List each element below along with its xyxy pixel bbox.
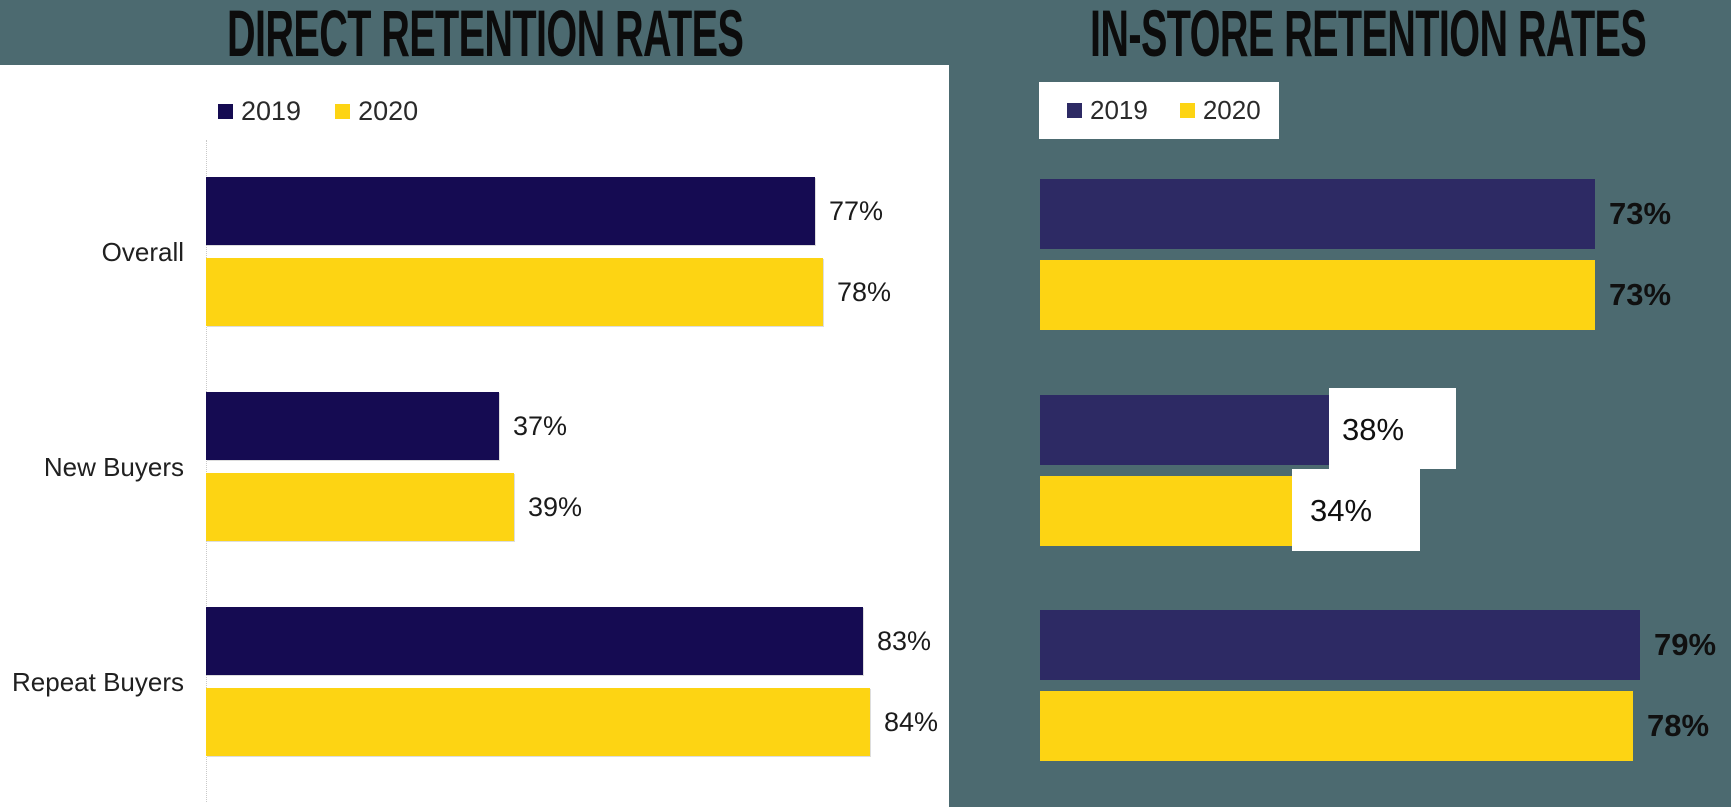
value-label-2020-repeat-buyers: 84% [884, 707, 939, 737]
value-label-2019-row1: 73% [1609, 196, 1672, 231]
bar-2020-row3 [1040, 691, 1633, 761]
label-callout-box-2020-row2 [1292, 469, 1420, 551]
left-chart-title: DIRECT RETENTION RATES [226, 0, 744, 70]
value-label-2020-row1: 73% [1609, 277, 1672, 312]
legend-item-2019: 2019 [218, 96, 301, 127]
value-label-2020-new-buyers: 39% [528, 492, 583, 522]
legend-swatch-2019 [1067, 103, 1082, 118]
legend-item-2019: 2019 [1067, 95, 1148, 126]
value-label-2019-row3: 79% [1654, 627, 1717, 662]
value-label-2020-row3: 78% [1647, 708, 1710, 743]
value-label-2019-new-buyers: 37% [513, 411, 568, 441]
bar-2019-overall [206, 177, 815, 245]
legend-label-2020: 2020 [1202, 95, 1261, 125]
legend-label-2019: 2019 [1090, 95, 1148, 125]
legend-label-2019: 2019 [241, 95, 302, 126]
bar-2019-repeat-buyers [206, 607, 863, 675]
category-label-repeat-buyers: Repeat Buyers [12, 666, 184, 697]
bar-2019-new-buyers [206, 392, 499, 460]
right-chart-legend: 2019 2020 [1039, 82, 1279, 139]
right-chart-title: IN-STORE RETENTION RATES [1090, 0, 1647, 70]
bar-2020-row1 [1040, 260, 1595, 330]
value-label-2020-overall: 78% [837, 277, 892, 307]
bar-2020-new-buyers [206, 473, 514, 541]
bar-2019-row2 [1040, 395, 1329, 465]
value-label-2019-overall: 77% [829, 196, 884, 226]
legend-item-2020: 2020 [1179, 95, 1261, 126]
category-axis-line [206, 140, 207, 802]
bar-2019-row1 [1040, 179, 1595, 249]
value-label-2019-row2: 38% [1342, 412, 1405, 447]
bar-2020-row2 [1040, 476, 1298, 546]
legend-swatch-2020 [1179, 103, 1195, 118]
bar-2020-repeat-buyers [206, 688, 870, 756]
left-chart-legend: 2019 2020 [218, 96, 418, 126]
bar-2019-row3 [1040, 610, 1640, 680]
category-label-new-buyers: New Buyers [43, 451, 184, 482]
bar-2020-overall [206, 258, 823, 326]
legend-swatch-2019 [218, 103, 233, 119]
legend-label-2020: 2020 [358, 95, 419, 126]
label-callout-box-2019-row2 [1329, 388, 1456, 469]
category-label-overall: Overall [101, 236, 184, 267]
value-label-2020-row2: 34% [1310, 493, 1373, 528]
legend-item-2020: 2020 [335, 96, 418, 127]
value-label-2019-repeat-buyers: 83% [877, 626, 932, 656]
legend-swatch-2020 [335, 103, 351, 119]
